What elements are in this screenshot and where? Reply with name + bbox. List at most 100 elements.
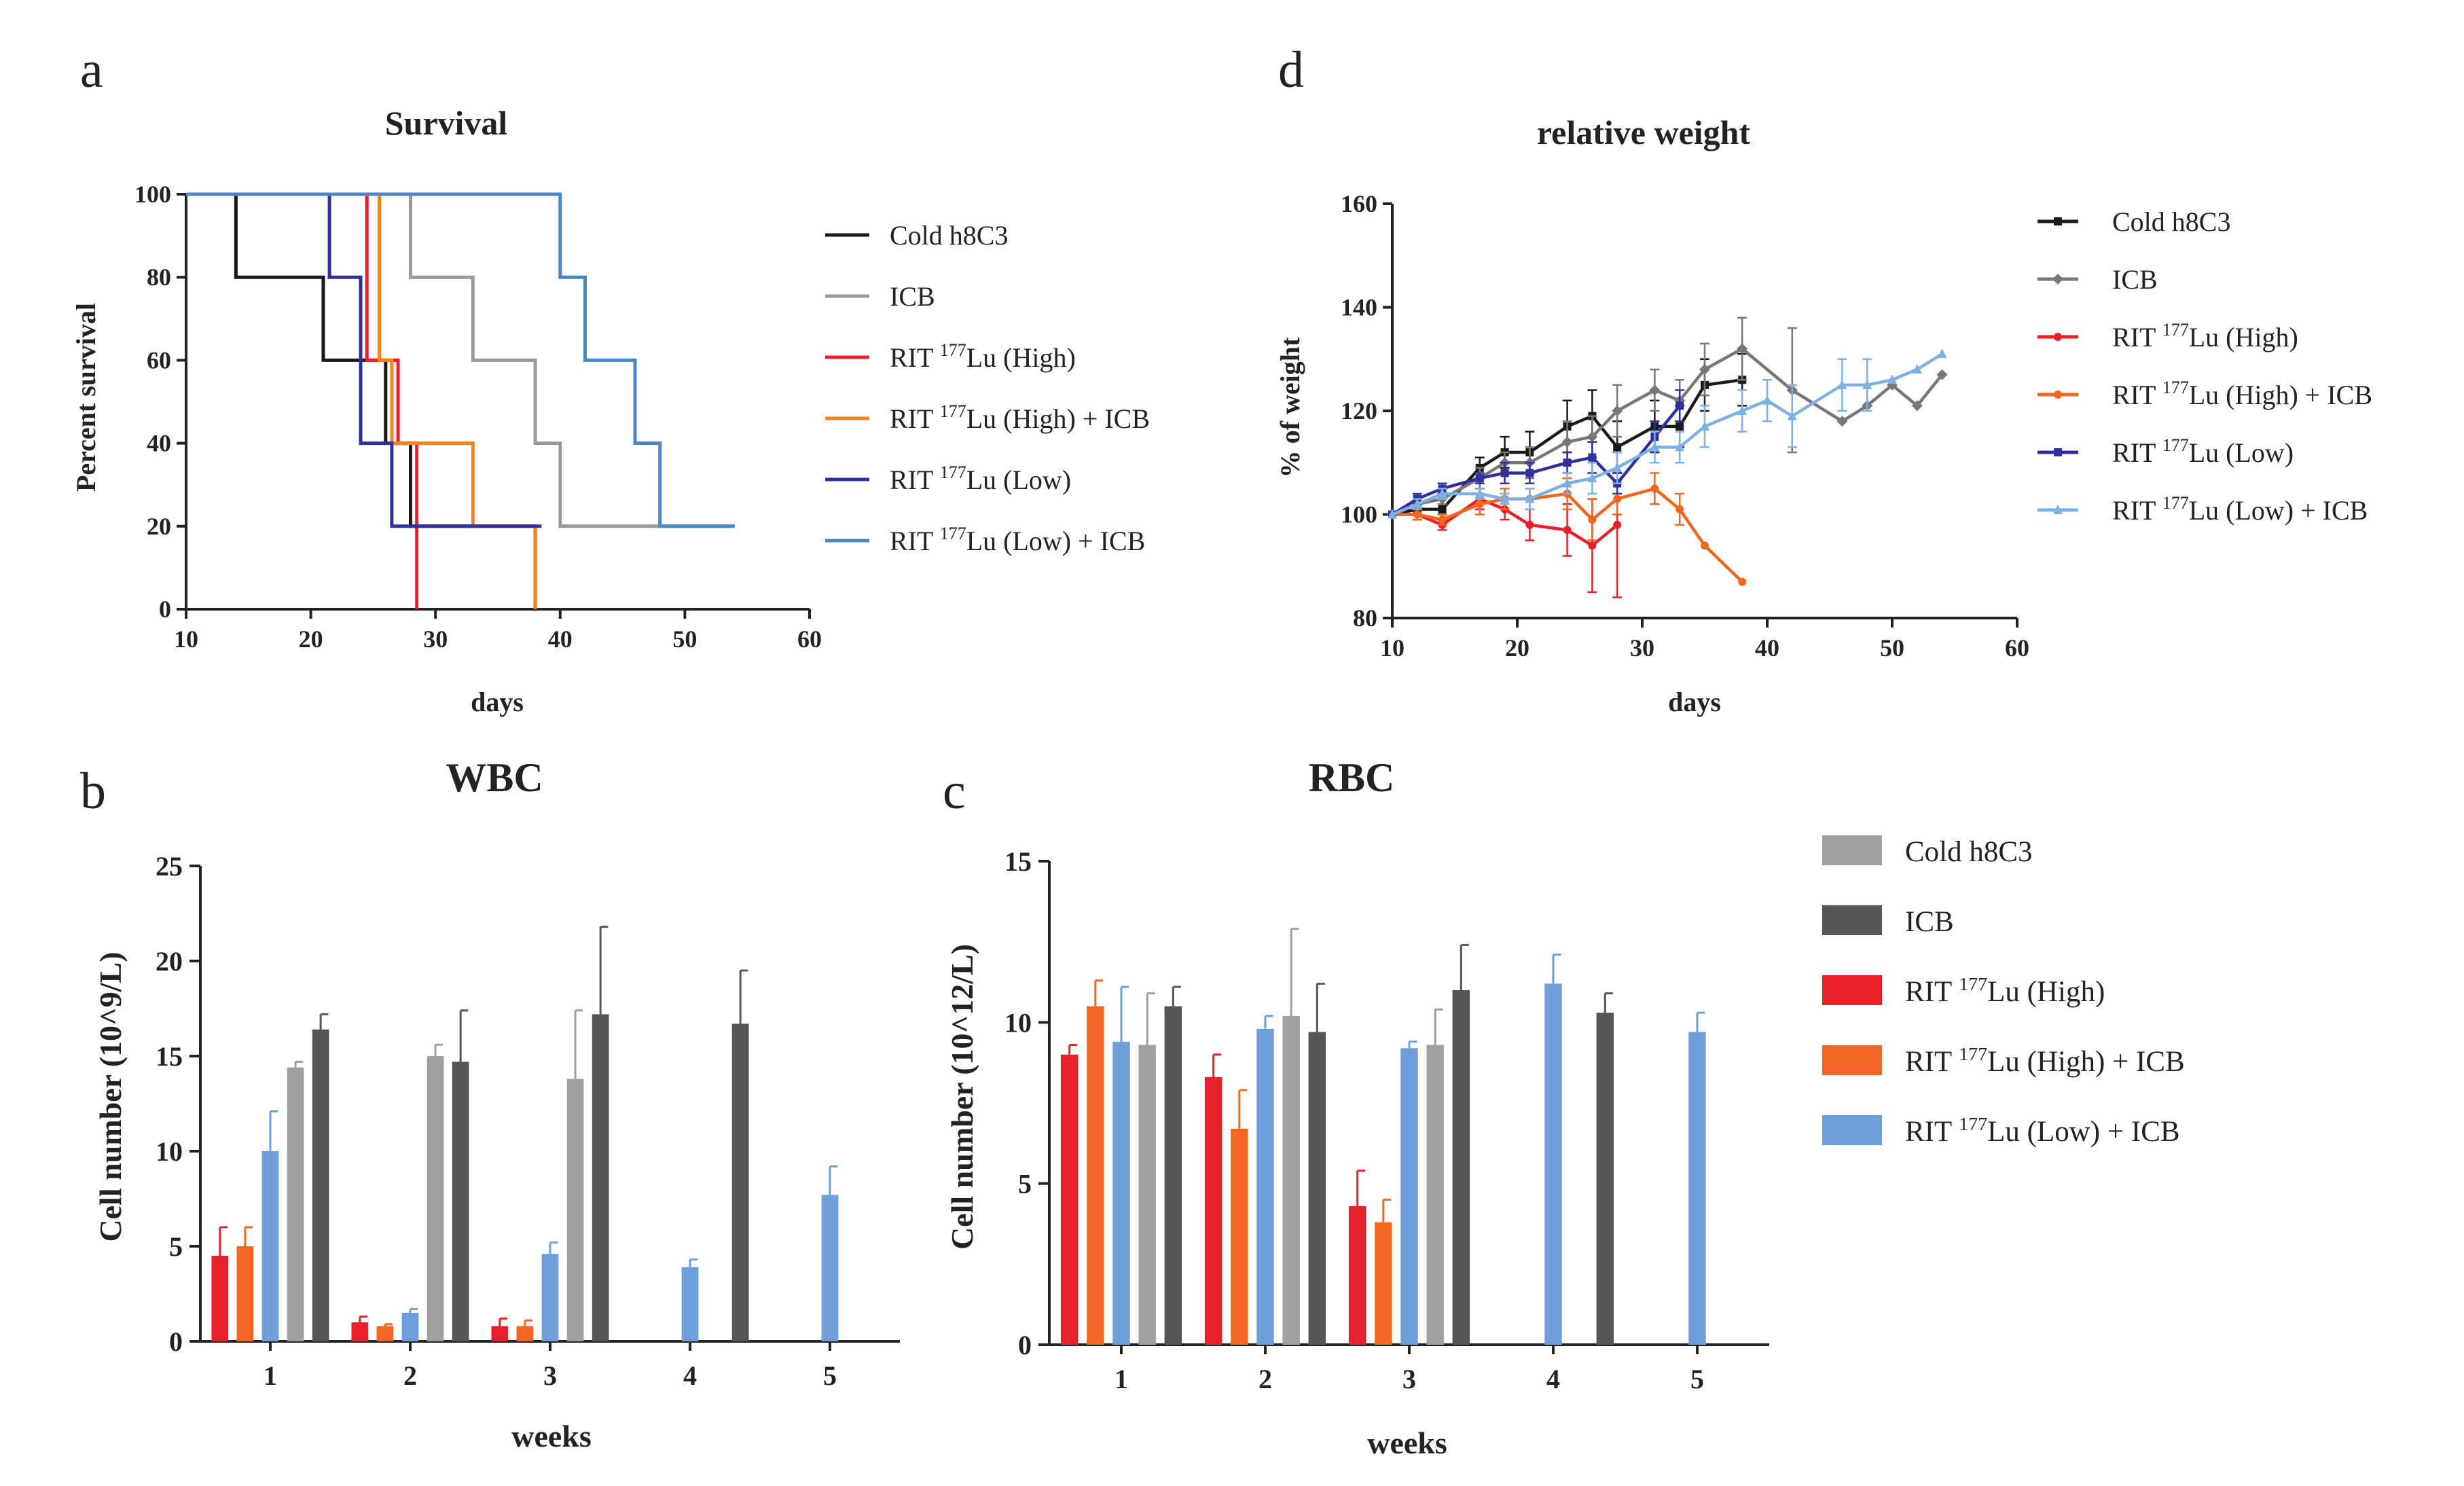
survival-y-tick-label: 40 bbox=[147, 430, 171, 457]
weight-point bbox=[1500, 469, 1509, 477]
weight-x-tick-label: 50 bbox=[1880, 634, 1904, 662]
wbc-y-tick-label: 15 bbox=[156, 1041, 183, 1072]
bar-legend-swatch bbox=[1822, 1045, 1882, 1075]
survival-y-tick-label: 20 bbox=[147, 513, 171, 540]
weight-y-axis-label: % of weight bbox=[1275, 337, 1305, 477]
rbc-bar bbox=[1596, 1013, 1614, 1345]
rbc-bar bbox=[1282, 1015, 1300, 1345]
rbc-bar bbox=[1452, 990, 1470, 1345]
survival-legend-label-prefix: RIT bbox=[890, 342, 940, 373]
rbc-x-axis-label: weeks bbox=[1367, 1426, 1447, 1460]
wbc-bar bbox=[236, 1246, 254, 1341]
weight-point bbox=[1887, 374, 1897, 384]
survival-legend-label: Cold h8C3 bbox=[890, 220, 1008, 251]
survival-legend-label: RIT 177Lu (High) + ICB bbox=[890, 401, 1150, 434]
wbc-bar bbox=[516, 1326, 534, 1341]
survival-x-axis-label: days bbox=[471, 687, 524, 717]
bar-legend-label-suffix: Lu (Low) + ICB bbox=[1987, 1116, 2179, 1148]
bar-legend-label: RIT 177Lu (Low) + ICB bbox=[1905, 1114, 2180, 1148]
weight-y-tick-label: 100 bbox=[1341, 501, 1377, 528]
wbc-bar bbox=[376, 1326, 394, 1341]
wbc-bar bbox=[592, 1014, 609, 1341]
rbc-bar bbox=[1087, 1006, 1104, 1345]
weight-point bbox=[1675, 441, 1685, 452]
bar-legend-label-prefix: ICB bbox=[1905, 906, 1954, 938]
weight-point bbox=[1475, 500, 1484, 509]
survival-legend-label-superscript: 177 bbox=[940, 340, 966, 360]
weight-point bbox=[1912, 364, 1922, 374]
rbc-bar bbox=[1348, 1206, 1366, 1345]
bar-legend-label: Cold h8C3 bbox=[1905, 836, 2033, 868]
rbc-x-tick-label: 5 bbox=[1690, 1364, 1704, 1394]
weight-legend-label-superscript: 177 bbox=[2162, 493, 2189, 513]
weight-point bbox=[1438, 515, 1447, 524]
weight-legend-label: RIT 177Lu (High) + ICB bbox=[2112, 378, 2372, 410]
wbc-bar bbox=[731, 1023, 749, 1341]
weight-series-line bbox=[1392, 346, 1944, 516]
survival-legend-label-suffix: Lu (Low) bbox=[966, 465, 1071, 495]
wbc-x-tick-label: 4 bbox=[683, 1360, 697, 1391]
weight-legend-label-suffix: Lu (High) + ICB bbox=[2189, 380, 2372, 410]
weight-legend-marker bbox=[2054, 391, 2062, 399]
rbc-x-tick-label: 4 bbox=[1546, 1364, 1560, 1394]
survival-legend-label-prefix: RIT bbox=[890, 403, 940, 434]
survival-series-line bbox=[186, 192, 735, 528]
weight-legend-label: RIT 177Lu (Low) bbox=[2112, 435, 2294, 468]
wbc-bar bbox=[351, 1322, 369, 1341]
weight-point bbox=[1563, 526, 1572, 534]
survival-y-tick-label: 100 bbox=[134, 181, 171, 208]
weight-legend-label: RIT 177Lu (High) bbox=[2112, 320, 2298, 352]
weight-point bbox=[1701, 541, 1709, 550]
bar-legend-label-superscript: 177 bbox=[1959, 974, 1987, 995]
weight-legend-label-prefix: RIT bbox=[2112, 380, 2162, 410]
bar-legend-label-suffix: Lu (High) + ICB bbox=[1987, 1046, 2185, 1078]
weight-point bbox=[1587, 473, 1597, 483]
weight-legend-label-superscript: 177 bbox=[2162, 320, 2189, 340]
weight-point bbox=[1437, 488, 1447, 498]
wbc-bar bbox=[427, 1056, 444, 1341]
weight-point bbox=[1525, 469, 1534, 477]
weight-x-tick-label: 60 bbox=[2005, 634, 2029, 662]
survival-y-tick-label: 60 bbox=[147, 346, 171, 374]
survival-x-tick-label: 60 bbox=[797, 626, 822, 653]
rbc-bar bbox=[1138, 1045, 1156, 1345]
weight-point bbox=[1937, 348, 1947, 359]
weight-point bbox=[1561, 436, 1573, 448]
weight-legend-label-suffix: Lu (High) bbox=[2189, 322, 2298, 352]
weight-point bbox=[1675, 401, 1684, 410]
weight-point bbox=[1936, 369, 1948, 380]
weight-point bbox=[1738, 577, 1747, 586]
weight-point bbox=[1911, 400, 1923, 412]
wbc-bar bbox=[681, 1267, 699, 1341]
weight-legend-label-prefix: ICB bbox=[2112, 264, 2158, 295]
rbc-y-tick-label: 10 bbox=[1004, 1007, 1032, 1038]
survival-y-tick-label: 0 bbox=[159, 596, 171, 623]
survival-x-tick-label: 10 bbox=[174, 626, 198, 653]
weight-legend-label-superscript: 177 bbox=[2162, 435, 2189, 455]
wbc-y-tick-label: 0 bbox=[169, 1326, 183, 1357]
weight-point bbox=[1613, 443, 1622, 452]
survival-legend-label-suffix: Lu (Low) + ICB bbox=[966, 526, 1146, 556]
bar-legend-label: RIT 177Lu (High) bbox=[1905, 974, 2105, 1008]
rbc-bar bbox=[1060, 1054, 1079, 1345]
weight-point bbox=[1500, 493, 1510, 503]
wbc-bar bbox=[312, 1029, 329, 1341]
rbc-y-tick-label: 15 bbox=[1004, 846, 1032, 877]
rbc-y-tick-label: 5 bbox=[1018, 1169, 1032, 1199]
weight-point bbox=[1562, 477, 1572, 488]
survival-series-line bbox=[186, 192, 419, 609]
weight-y-tick-label: 80 bbox=[1353, 604, 1377, 632]
wbc-y-tick-label: 25 bbox=[156, 851, 183, 882]
weight-series bbox=[1388, 348, 1947, 519]
weight-point bbox=[1649, 384, 1661, 396]
weight-point bbox=[1474, 488, 1485, 498]
weight-point bbox=[1650, 441, 1660, 452]
survival-legend-label-prefix: RIT bbox=[890, 526, 940, 556]
weight-y-tick-label: 120 bbox=[1341, 397, 1377, 424]
weight-point bbox=[1862, 379, 1872, 389]
weight-point bbox=[1762, 395, 1772, 405]
survival-y-tick-label: 80 bbox=[147, 264, 171, 291]
weight-point bbox=[1438, 505, 1447, 513]
